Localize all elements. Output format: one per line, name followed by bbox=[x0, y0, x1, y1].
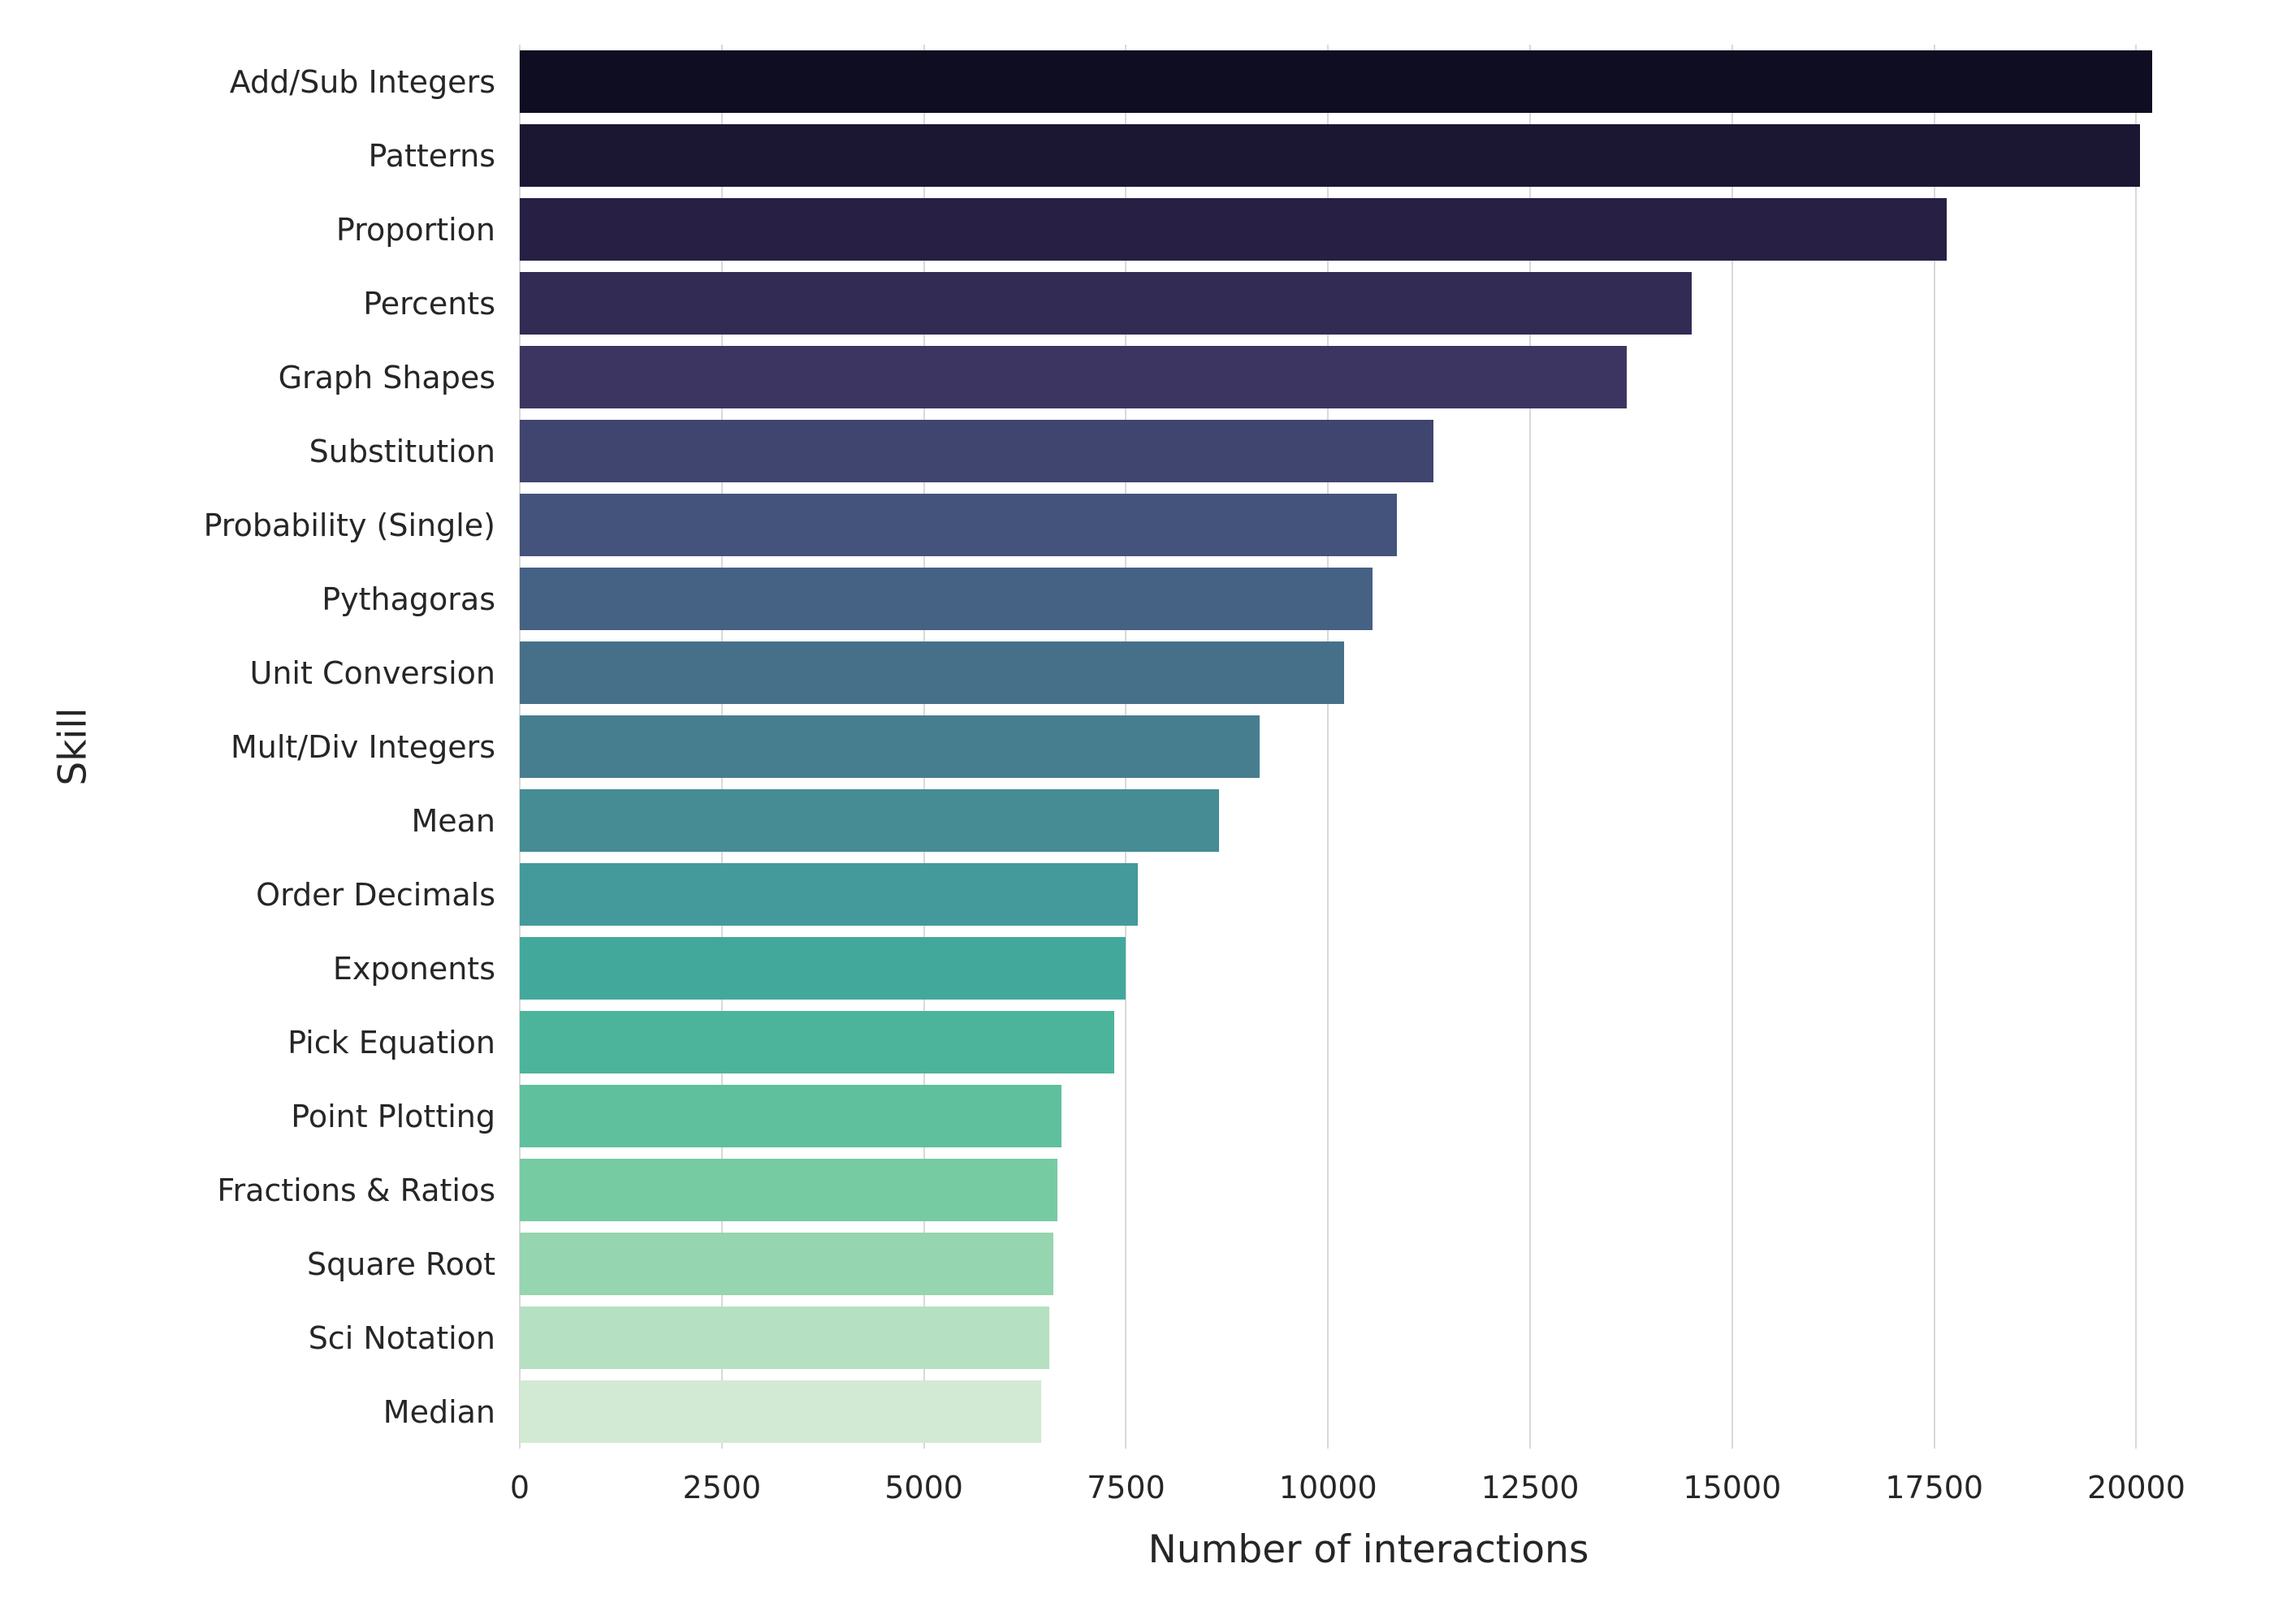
bar-row bbox=[520, 1079, 2217, 1153]
bar bbox=[520, 937, 1126, 1000]
bar bbox=[520, 124, 2141, 187]
category-label: Order Decimals bbox=[256, 876, 495, 913]
bar-row bbox=[520, 1227, 2217, 1301]
bar bbox=[520, 1159, 1057, 1221]
x-axis-label: Number of interactions bbox=[1148, 1527, 1589, 1572]
x-tick-label: 17500 bbox=[1885, 1470, 1984, 1505]
category-label: Substitution bbox=[309, 433, 495, 469]
x-tick-label: 20000 bbox=[2087, 1470, 2185, 1505]
bar bbox=[520, 50, 2153, 113]
bar bbox=[520, 1307, 1049, 1369]
category-labels-column: Add/Sub Integers Patterns Proportion Percen… bbox=[0, 45, 520, 1572]
plot-area bbox=[519, 45, 2217, 1449]
x-tick-label: 15000 bbox=[1683, 1470, 1782, 1505]
bar bbox=[520, 346, 1628, 408]
bar-row bbox=[520, 1375, 2217, 1449]
bar-row bbox=[520, 784, 2217, 857]
category-label: Square Root bbox=[307, 1246, 495, 1282]
category-label: Proportion bbox=[335, 211, 495, 248]
bar bbox=[520, 1233, 1053, 1295]
chart-main: Add/Sub Integers Patterns Proportion Percen… bbox=[0, 45, 2217, 1572]
bar bbox=[520, 789, 1219, 852]
bar-row bbox=[520, 1301, 2217, 1375]
category-label: Graph Shapes bbox=[278, 359, 495, 395]
category-label: Mult/Div Integers bbox=[230, 728, 495, 765]
bar bbox=[520, 420, 1433, 482]
category-label: Add/Sub Integers bbox=[229, 63, 495, 100]
category-label: Patterns bbox=[368, 137, 495, 174]
bar-row bbox=[520, 414, 2217, 488]
y-axis-label-area: Skill bbox=[45, 45, 102, 1449]
bar-row bbox=[520, 931, 2217, 1005]
bar-row bbox=[520, 192, 2217, 266]
bar-row bbox=[520, 562, 2217, 636]
x-tick-label: 12500 bbox=[1481, 1470, 1580, 1505]
category-label: Pick Equation bbox=[287, 1024, 495, 1060]
category-label: Probability (Single) bbox=[203, 507, 495, 543]
x-tick-label: 2500 bbox=[682, 1470, 762, 1505]
bar-row bbox=[520, 119, 2217, 192]
gridline bbox=[1327, 45, 1329, 1449]
bar bbox=[520, 1011, 1114, 1073]
bar-row bbox=[520, 45, 2217, 119]
bar-row bbox=[520, 857, 2217, 931]
y-axis-label: Skill bbox=[50, 707, 96, 786]
bar bbox=[520, 715, 1260, 778]
bar bbox=[520, 494, 1397, 556]
gridline bbox=[1933, 45, 1935, 1449]
category-label: Unit Conversion bbox=[249, 654, 495, 691]
bar-row bbox=[520, 710, 2217, 784]
plot-column: 0 2500 5000 7500 10000 12500 15000 17500 20000 N… bbox=[510, 45, 2217, 1572]
bar-row bbox=[520, 488, 2217, 562]
gridline bbox=[1731, 45, 1733, 1449]
bar bbox=[520, 1380, 1041, 1443]
bar bbox=[520, 641, 1345, 704]
bar bbox=[520, 1085, 1061, 1147]
bar bbox=[520, 198, 1947, 261]
x-tick-label: 0 bbox=[509, 1470, 530, 1505]
gridline bbox=[2135, 45, 2138, 1449]
bar bbox=[520, 568, 1373, 630]
bar-row bbox=[520, 1005, 2217, 1079]
bar-row bbox=[520, 340, 2217, 414]
bar bbox=[520, 863, 1139, 926]
category-label: Point Plotting bbox=[291, 1098, 495, 1134]
category-label: Median bbox=[383, 1393, 495, 1430]
bar-row bbox=[520, 1153, 2217, 1227]
category-label: Percents bbox=[363, 285, 495, 322]
gridline bbox=[1529, 45, 1532, 1449]
category-label: Exponents bbox=[332, 950, 495, 987]
category-label: Mean bbox=[411, 802, 495, 839]
bar bbox=[520, 272, 1693, 335]
bars-container bbox=[520, 45, 2217, 1449]
x-axis-ticks: 0 2500 5000 7500 10000 12500 15000 17500 20000 bbox=[510, 1449, 2217, 1526]
bar-row bbox=[520, 266, 2217, 340]
bar-row bbox=[520, 636, 2217, 710]
x-tick-label: 7500 bbox=[1087, 1470, 1165, 1505]
category-label: Fractions & Ratios bbox=[217, 1172, 495, 1208]
category-label: Pythagoras bbox=[322, 581, 495, 617]
category-label: Sci Notation bbox=[308, 1320, 495, 1356]
x-tick-label: 10000 bbox=[1278, 1470, 1377, 1505]
x-tick-label: 5000 bbox=[884, 1470, 963, 1505]
